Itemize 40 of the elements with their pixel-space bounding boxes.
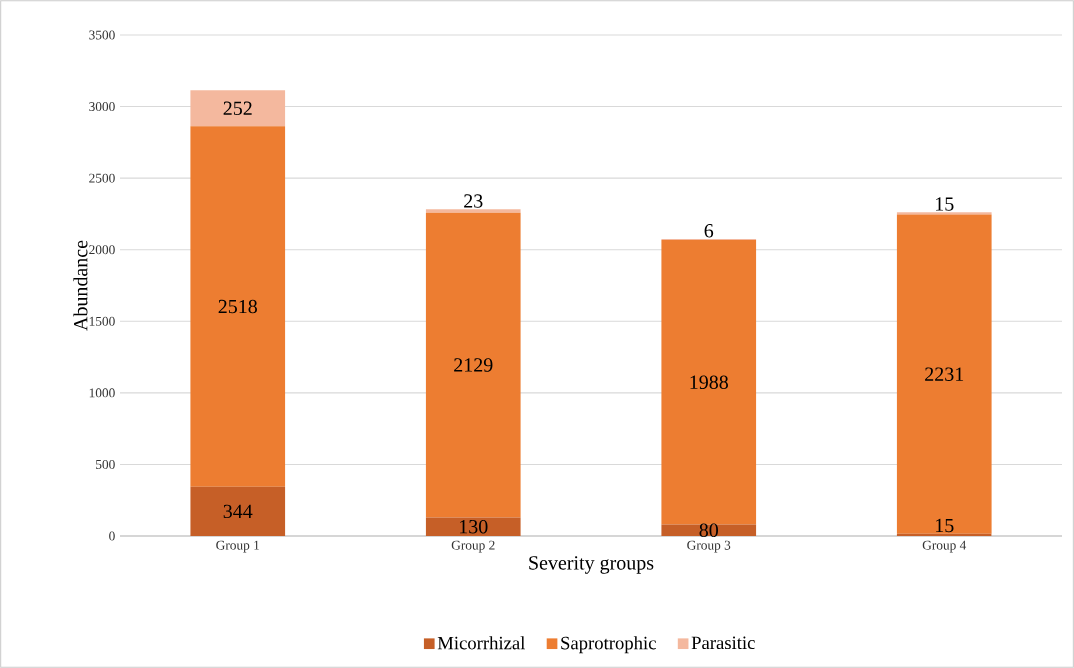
data-label: 2231 <box>925 367 964 381</box>
legend-label: Micorrhizal <box>437 636 526 650</box>
data-label: 344 <box>223 504 253 519</box>
data-label: 252 <box>223 101 252 115</box>
bar <box>896 533 992 536</box>
bar <box>896 214 992 534</box>
x-tick-label: Group 1 <box>216 540 259 553</box>
bar <box>896 212 992 215</box>
data-label: 23 <box>464 194 483 208</box>
y-tick-label: 2000 <box>89 245 115 255</box>
data-label: 15 <box>936 518 954 533</box>
y-tick-label: 2500 <box>89 173 115 183</box>
y-axis-title: Abundance <box>73 240 88 331</box>
data-label: 6 <box>704 224 714 238</box>
bar <box>661 239 757 525</box>
x-tick-label: Group 2 <box>451 540 495 553</box>
bar <box>190 486 286 536</box>
bar <box>190 126 286 487</box>
y-tick-label: 3000 <box>89 102 115 112</box>
x-tick-label: Group 3 <box>687 540 731 553</box>
y-tick-label: 0 <box>109 531 115 541</box>
x-axis-title: Severity groups <box>529 556 654 574</box>
bar <box>190 90 286 127</box>
y-tick-label: 3500 <box>89 30 115 40</box>
data-label: 130 <box>460 519 488 534</box>
data-label: 15 <box>936 197 954 211</box>
legend-label: Saprotrophic <box>561 636 656 654</box>
legend-label: Parasitic <box>691 636 755 650</box>
x-tick-label: Group 4 <box>922 540 967 553</box>
bar <box>425 517 521 536</box>
y-tick-label: 1000 <box>89 388 115 398</box>
data-label: 2129 <box>454 358 493 372</box>
y-tick-label: 1500 <box>89 316 115 326</box>
y-tick-label: 500 <box>96 459 115 469</box>
data-label: 80 <box>699 523 718 538</box>
data-label: 1988 <box>690 375 728 389</box>
data-label: 2518 <box>218 299 257 314</box>
bar <box>661 524 757 536</box>
bar <box>425 209 521 213</box>
bar <box>425 212 521 518</box>
